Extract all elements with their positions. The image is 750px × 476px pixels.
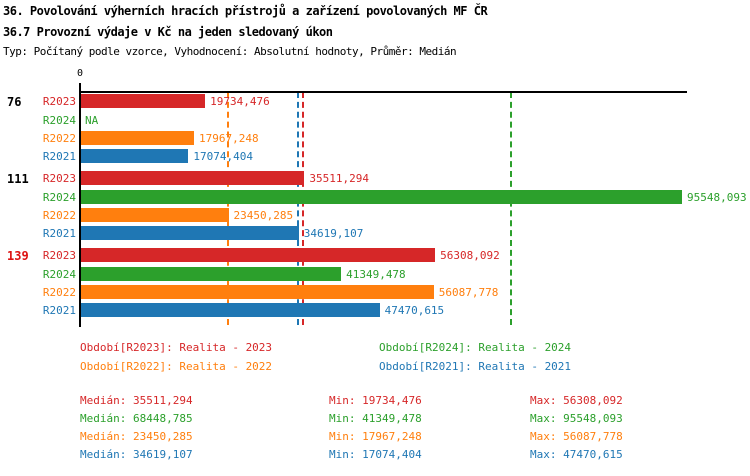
row-label-R2021-139: R2021 (42, 303, 76, 317)
stat-max-R2023: Max: 56308,092 (530, 394, 623, 407)
bar-R2024-111 (81, 189, 682, 204)
legend-item-R2022: Období[R2022]: Realita - 2022 (80, 360, 273, 373)
bar-value-label-R2021-111: 34619,107 (303, 226, 364, 240)
stat-median-R2023: Medián: 35511,294 (80, 394, 193, 407)
row-label-R2024-111: R2024 (42, 190, 76, 204)
bar-value-label-R2021-76: 17074,404 (193, 149, 253, 163)
row-label-R2023-111: R2023 (42, 172, 76, 185)
stat-max-R2021: Max: 47470,615 (530, 448, 623, 461)
chart-subtitle: Typ: Počítaný podle vzorce, Vyhodnocení:… (3, 45, 457, 58)
bar-value-label-R2024-139: 41349,478 (346, 267, 406, 281)
bar-value-label-R2023-111: 35511,294 (309, 172, 369, 185)
bar-R2024-139 (81, 266, 342, 281)
bar-R2023-76 (81, 94, 206, 108)
row-label-R2022-139: R2022 (42, 285, 76, 299)
page-title-line1: 36. Povolování výherních hracích přístro… (3, 4, 488, 18)
median-line-R2021 (296, 92, 299, 325)
na-label-R2024-76: NA (85, 113, 99, 127)
stat-min-R2024: Min: 41349,478 (329, 412, 422, 425)
legend-item-R2021: Období[R2021]: Realita - 2021 (379, 360, 572, 373)
stat-median-R2024: Medián: 68448,785 (80, 412, 193, 425)
row-label-R2023-76: R2023 (42, 95, 76, 108)
bar-R2023-139 (81, 248, 436, 262)
stat-median-R2022: Medián: 23450,285 (80, 430, 193, 443)
bar-R2021-76 (81, 148, 189, 163)
bar-R2023-111 (81, 171, 305, 185)
stat-max-R2024: Max: 95548,093 (530, 412, 623, 425)
bar-R2022-111 (81, 207, 229, 222)
stat-min-R2023: Min: 19734,476 (329, 394, 422, 407)
group-label-76: 76 (7, 95, 22, 109)
group-label-139: 139 (7, 249, 29, 263)
median-line-R2023 (302, 92, 305, 325)
page-title-line2: 36.7 Provozní výdaje v Kč na jeden sledo… (3, 25, 333, 39)
legend-item-R2023: Období[R2023]: Realita - 2023 (80, 341, 273, 354)
row-label-R2021-111: R2021 (42, 226, 76, 240)
bar-R2021-139 (81, 302, 380, 317)
bar-value-label-R2022-139: 56087,778 (438, 285, 499, 299)
stat-min-R2022: Min: 17967,248 (329, 430, 422, 443)
bar-value-label-R2022-76: 17967,248 (199, 131, 259, 145)
bar-value-label-R2024-111: 95548,093 (687, 190, 747, 204)
x-axis-line (80, 91, 687, 93)
row-label-R2022-111: R2022 (42, 208, 76, 222)
bar-value-label-R2022-111: 23450,285 (233, 208, 294, 222)
row-label-R2021-76: R2021 (42, 149, 76, 163)
stat-median-R2021: Medián: 34619,107 (80, 448, 193, 461)
bar-R2022-139 (81, 284, 434, 299)
row-label-R2024-139: R2024 (42, 267, 76, 281)
bar-value-label-R2023-76: 19734,476 (210, 95, 270, 108)
group-label-111: 111 (7, 172, 29, 186)
bar-value-label-R2021-139: 47470,615 (384, 303, 445, 317)
stat-min-R2021: Min: 17074,404 (329, 448, 422, 461)
y-axis-line (79, 83, 81, 327)
row-label-R2022-76: R2022 (42, 131, 76, 145)
row-label-R2024-76: R2024 (42, 113, 76, 127)
bar-value-label-R2023-139: 56308,092 (440, 249, 500, 262)
bar-R2022-76 (81, 130, 194, 145)
legend-item-R2024: Období[R2024]: Realita - 2024 (379, 341, 572, 354)
median-line-R2024 (509, 92, 512, 325)
row-label-R2023-139: R2023 (42, 249, 76, 262)
x-axis-zero-label: 0 (77, 68, 84, 79)
stat-max-R2022: Max: 56087,778 (530, 430, 623, 443)
bar-R2021-111 (81, 225, 299, 240)
